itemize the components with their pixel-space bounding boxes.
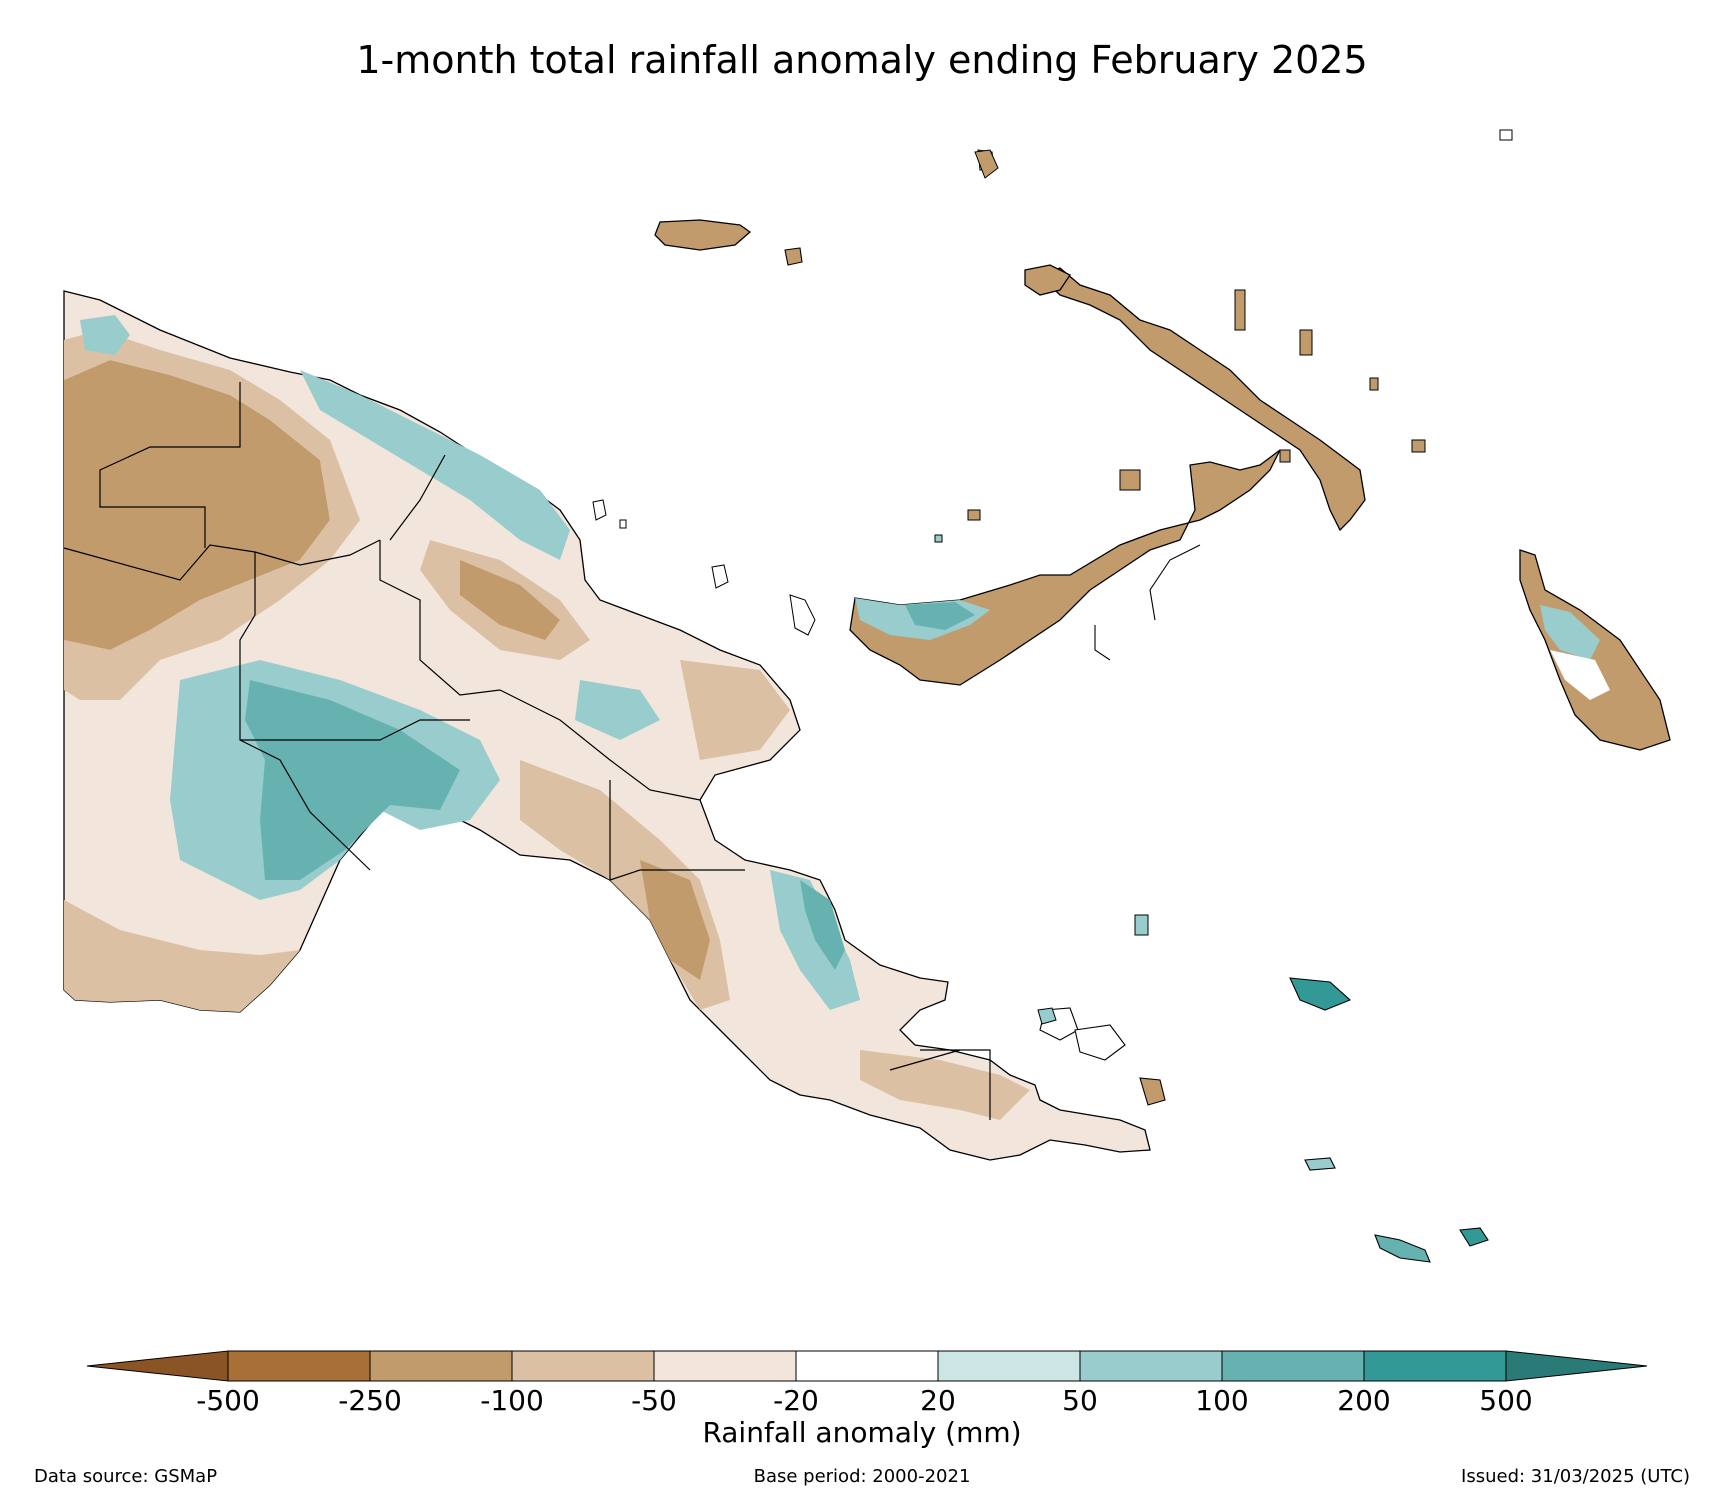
- southern-brown-core: [640, 860, 710, 980]
- east-coast-teal-core: [800, 880, 845, 970]
- colorbar-tick-label: -20: [773, 1384, 819, 1417]
- colorbar-tick-label: 50: [1062, 1384, 1098, 1417]
- north-coast-teal: [300, 370, 570, 560]
- east-brown: [680, 660, 790, 760]
- tail-brown: [860, 1050, 1030, 1120]
- west-light-brown: [64, 330, 360, 700]
- normanby-island: [1139, 1077, 1166, 1106]
- fly-river-teal-core: [245, 680, 460, 880]
- fergusson-island: [1074, 1024, 1126, 1061]
- south-coast-brown: [64, 900, 300, 1012]
- highlands-brown: [460, 560, 560, 640]
- colorbar-tick-label: 20: [920, 1384, 956, 1417]
- woodlark-island: [1289, 977, 1352, 1011]
- new-britain-boundary: [1094, 544, 1201, 661]
- bougainville-teal: [1540, 605, 1600, 660]
- small-teal-islands: [934, 534, 1149, 1025]
- colorbar-max-extension: [1505, 1350, 1648, 1382]
- colorbar-tick-label: 200: [1337, 1384, 1391, 1417]
- colorbar-tick-label: 100: [1195, 1384, 1249, 1417]
- northwest-teal-spot: [80, 315, 130, 355]
- manus-island: [654, 219, 752, 251]
- colorbar-tick-label: 500: [1479, 1384, 1533, 1417]
- colorbar-bin-5: [795, 1350, 939, 1382]
- west-brown-region: [64, 360, 330, 650]
- colorbar-bin-2: [369, 1350, 513, 1382]
- mainland: [63, 290, 1151, 1161]
- map-title: 1-month total rainfall anomaly ending Fe…: [356, 38, 1368, 82]
- misima-island: [1304, 1157, 1336, 1171]
- colorbar-bin-1: [227, 1350, 371, 1382]
- colorbar-bin-7: [1079, 1350, 1223, 1382]
- base-period-note: Base period: 2000-2021: [753, 1466, 971, 1487]
- data-source-note: Data source: GSMaP: [34, 1466, 218, 1487]
- colorbar-bin-3: [511, 1350, 655, 1382]
- colorbar-label: Rainfall anomaly (mm): [702, 1416, 1022, 1449]
- colorbar-bin-9: [1363, 1350, 1507, 1382]
- colorbar-tick-label: -50: [631, 1384, 677, 1417]
- colorbar-bin-4: [653, 1350, 797, 1382]
- bougainville-light: [1550, 650, 1610, 700]
- new-ireland: [1038, 267, 1366, 532]
- new-britain: [849, 449, 1281, 686]
- central-teal-spot: [575, 680, 660, 740]
- manus-east: [784, 247, 803, 266]
- small-brown-islands: [967, 149, 1426, 521]
- province-boundaries: [63, 382, 991, 1120]
- colorbar-tick-label: -100: [480, 1384, 544, 1417]
- new-ireland-north: [1024, 264, 1071, 296]
- colorbar-bin-6: [937, 1350, 1081, 1382]
- new-britain-west-teal-core: [905, 602, 975, 630]
- sudest-island: [1374, 1234, 1431, 1263]
- colorbar-min-extension: [86, 1350, 229, 1382]
- colorbar-tick-label: -250: [338, 1384, 402, 1417]
- issued-date-note: Issued: 31/03/2025 (UTC): [1461, 1466, 1690, 1487]
- colorbar-bin-8: [1221, 1350, 1365, 1382]
- rossel-island: [1459, 1227, 1489, 1247]
- colorbar-tick-label: -500: [196, 1384, 260, 1417]
